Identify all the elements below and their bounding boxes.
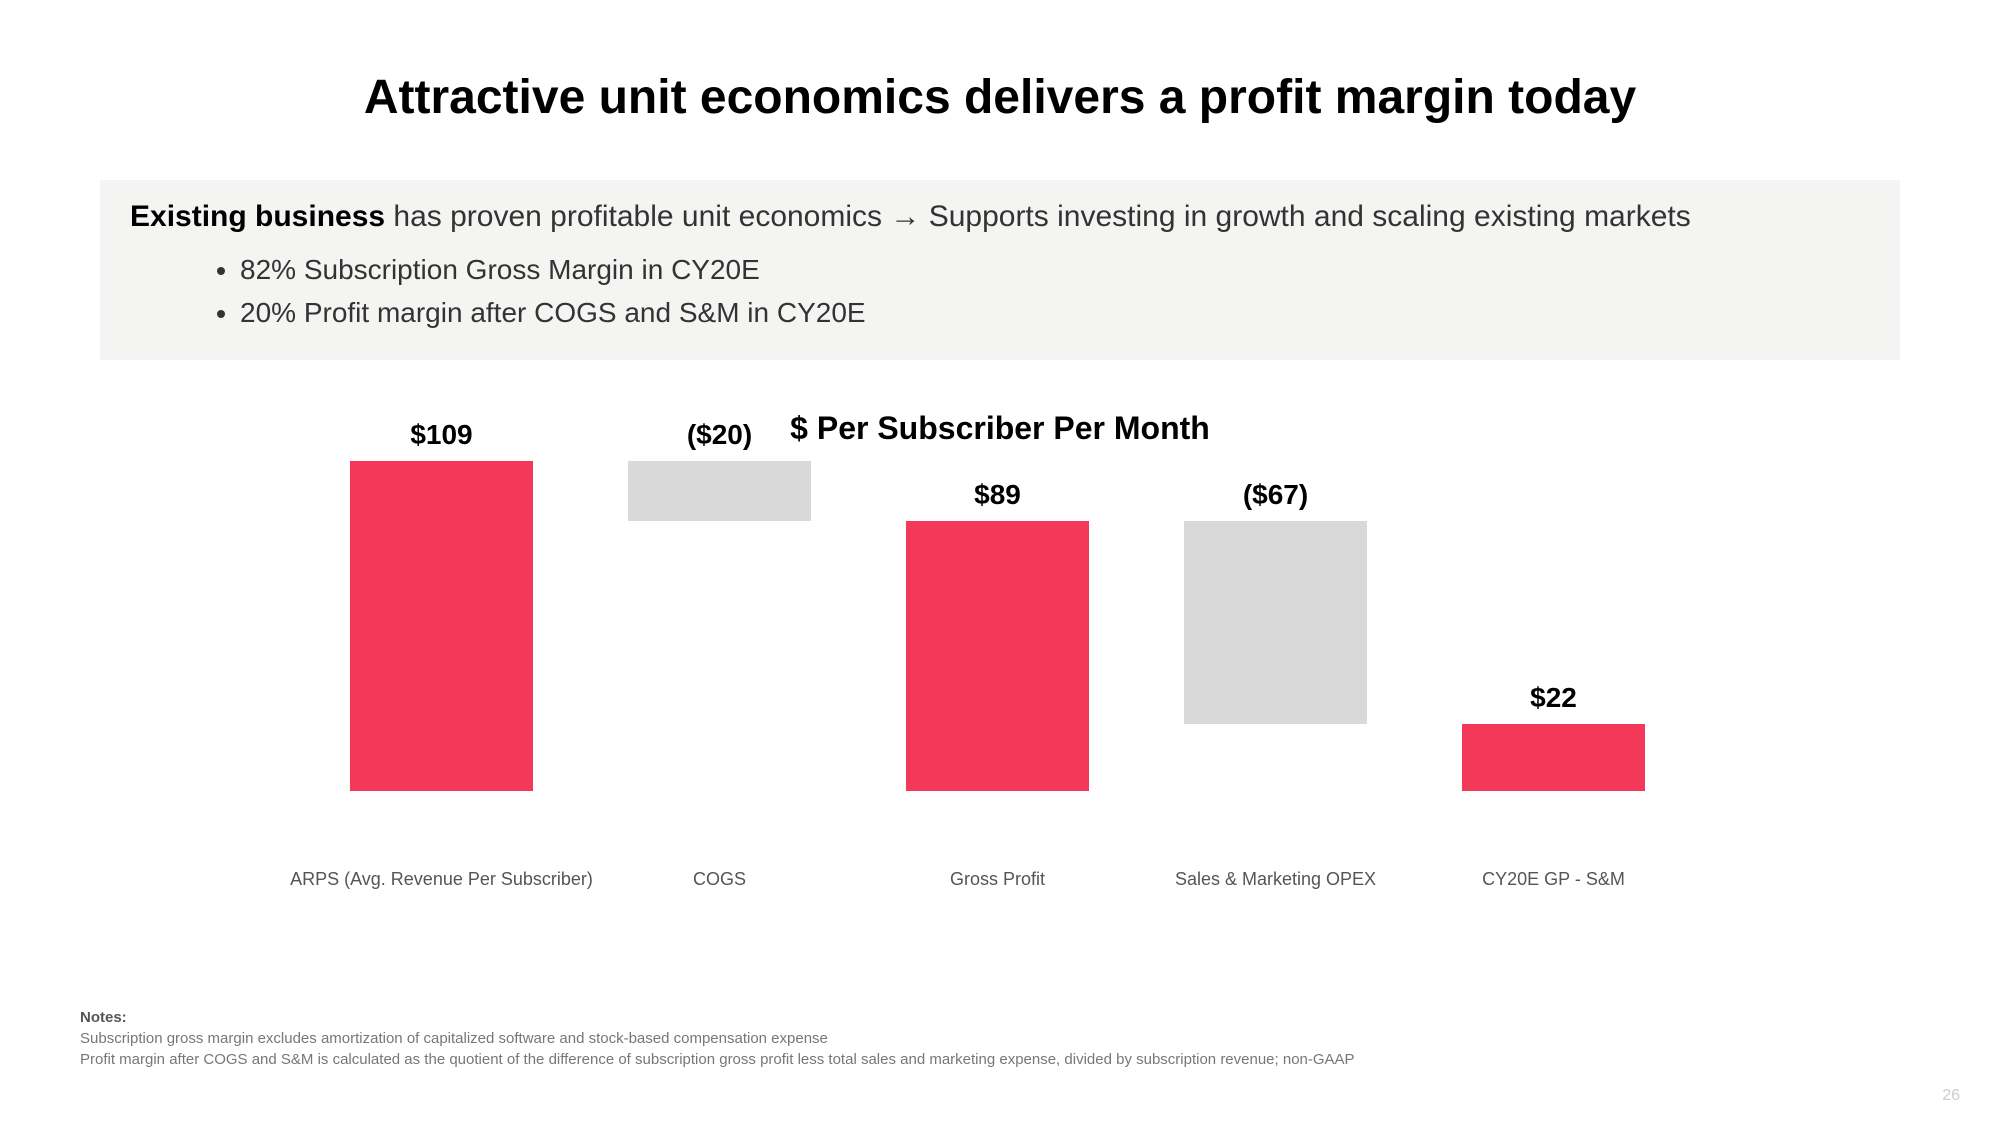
bar-group: ($67) [1184, 479, 1367, 724]
slide-title: Attractive unit economics delivers a pro… [80, 70, 1920, 125]
summary-lead-bold: Existing business [130, 200, 385, 233]
bar-group: ($20) [628, 419, 811, 521]
summary-bullet-list: 82% Subscription Gross Margin in CY20E 2… [240, 248, 1870, 335]
bar-group: $22 [1462, 682, 1645, 791]
bar-positive [350, 461, 533, 791]
summary-box: Existing business has proven profitable … [100, 180, 1900, 360]
bar-positive [1462, 724, 1645, 791]
bar-value-label: ($20) [628, 419, 811, 451]
bar-group: $89 [906, 479, 1089, 791]
waterfall-chart: $109($20)$89($67)$22 [300, 467, 1700, 857]
bar-value-label: $109 [350, 419, 533, 451]
summary-bullet: 82% Subscription Gross Margin in CY20E [240, 248, 1870, 291]
chart-axis-labels: ARPS (Avg. Revenue Per Subscriber)COGSGr… [300, 869, 1700, 899]
axis-label: Sales & Marketing OPEX [1175, 869, 1376, 890]
axis-label: ARPS (Avg. Revenue Per Subscriber) [290, 869, 593, 890]
summary-headline: Existing business has proven profitable … [130, 200, 1870, 234]
summary-lead-rest: has proven profitable unit economics → S… [385, 200, 1691, 233]
notes-line: Subscription gross margin excludes amort… [80, 1028, 1920, 1049]
page-number: 26 [1942, 1087, 1960, 1105]
summary-bullet: 20% Profit margin after COGS and S&M in … [240, 291, 1870, 334]
axis-label: Gross Profit [950, 869, 1045, 890]
bar-positive [906, 521, 1089, 791]
axis-label: COGS [693, 869, 746, 890]
bar-negative [628, 461, 811, 521]
bar-value-label: $22 [1462, 682, 1645, 714]
bar-group: $109 [350, 419, 533, 791]
axis-label: CY20E GP - S&M [1482, 869, 1625, 890]
notes-line: Profit margin after COGS and S&M is calc… [80, 1049, 1920, 1070]
notes-heading: Notes: [80, 1009, 1920, 1026]
bar-value-label: ($67) [1184, 479, 1367, 511]
bar-negative [1184, 521, 1367, 724]
notes-section: Notes: Subscription gross margin exclude… [80, 1009, 1920, 1070]
bar-value-label: $89 [906, 479, 1089, 511]
